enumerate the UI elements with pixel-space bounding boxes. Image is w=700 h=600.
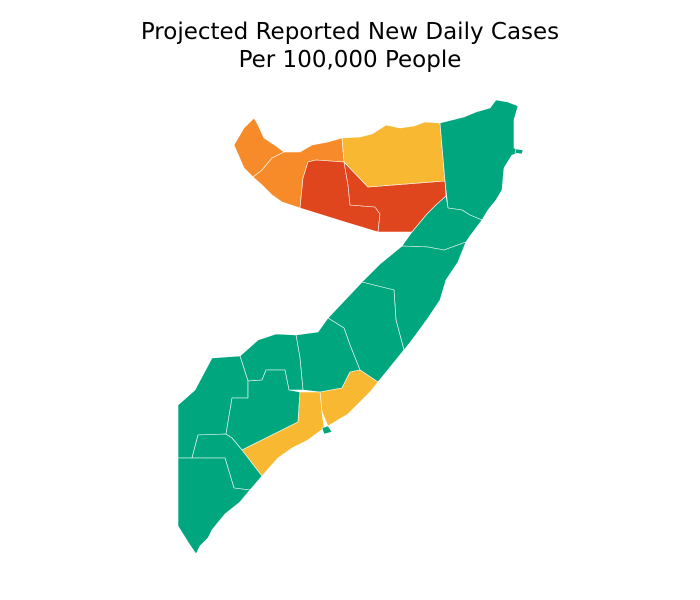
region-awdal[interactable]	[233, 117, 285, 178]
region-lower-juba[interactable]	[177, 457, 251, 555]
map-title: Projected Reported New Daily Cases Per 1…	[0, 18, 700, 74]
region-banaadir[interactable]	[321, 425, 333, 435]
title-line-1: Projected Reported New Daily Cases	[140, 19, 560, 45]
region-lower-shabelle[interactable]	[241, 391, 325, 477]
title-line-2: Per 100,000 People	[238, 47, 462, 73]
region-bari[interactable]	[439, 99, 523, 221]
region-middle-shabelle[interactable]	[319, 369, 379, 427]
region-bari-islet	[514, 148, 524, 155]
region-sanaag[interactable]	[341, 121, 446, 188]
